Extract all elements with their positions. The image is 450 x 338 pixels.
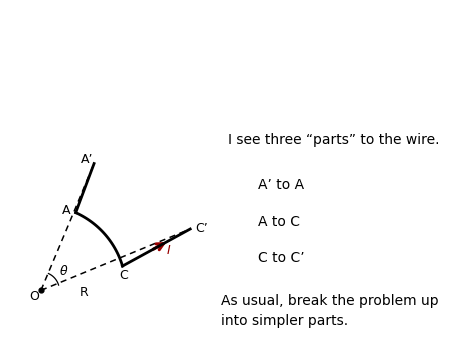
Text: Example: calculate the magnetic field at point O due to the wire
segment shown. : Example: calculate the magnetic field at… bbox=[18, 10, 421, 79]
Text: C to C’: C to C’ bbox=[258, 251, 305, 265]
Text: A to C: A to C bbox=[258, 215, 300, 229]
Text: A: A bbox=[62, 204, 71, 217]
Text: C: C bbox=[119, 269, 128, 282]
Text: As usual, break the problem up
into simpler parts.: As usual, break the problem up into simp… bbox=[220, 294, 438, 328]
Text: A’ to A: A’ to A bbox=[258, 178, 304, 192]
Text: I see three “parts” to the wire.: I see three “parts” to the wire. bbox=[228, 133, 439, 147]
Text: O: O bbox=[29, 290, 39, 303]
Text: $\theta$: $\theta$ bbox=[58, 264, 68, 278]
Text: R: R bbox=[80, 286, 89, 299]
Text: A’: A’ bbox=[81, 153, 93, 166]
Text: I: I bbox=[166, 244, 170, 257]
Text: C’: C’ bbox=[195, 222, 208, 236]
